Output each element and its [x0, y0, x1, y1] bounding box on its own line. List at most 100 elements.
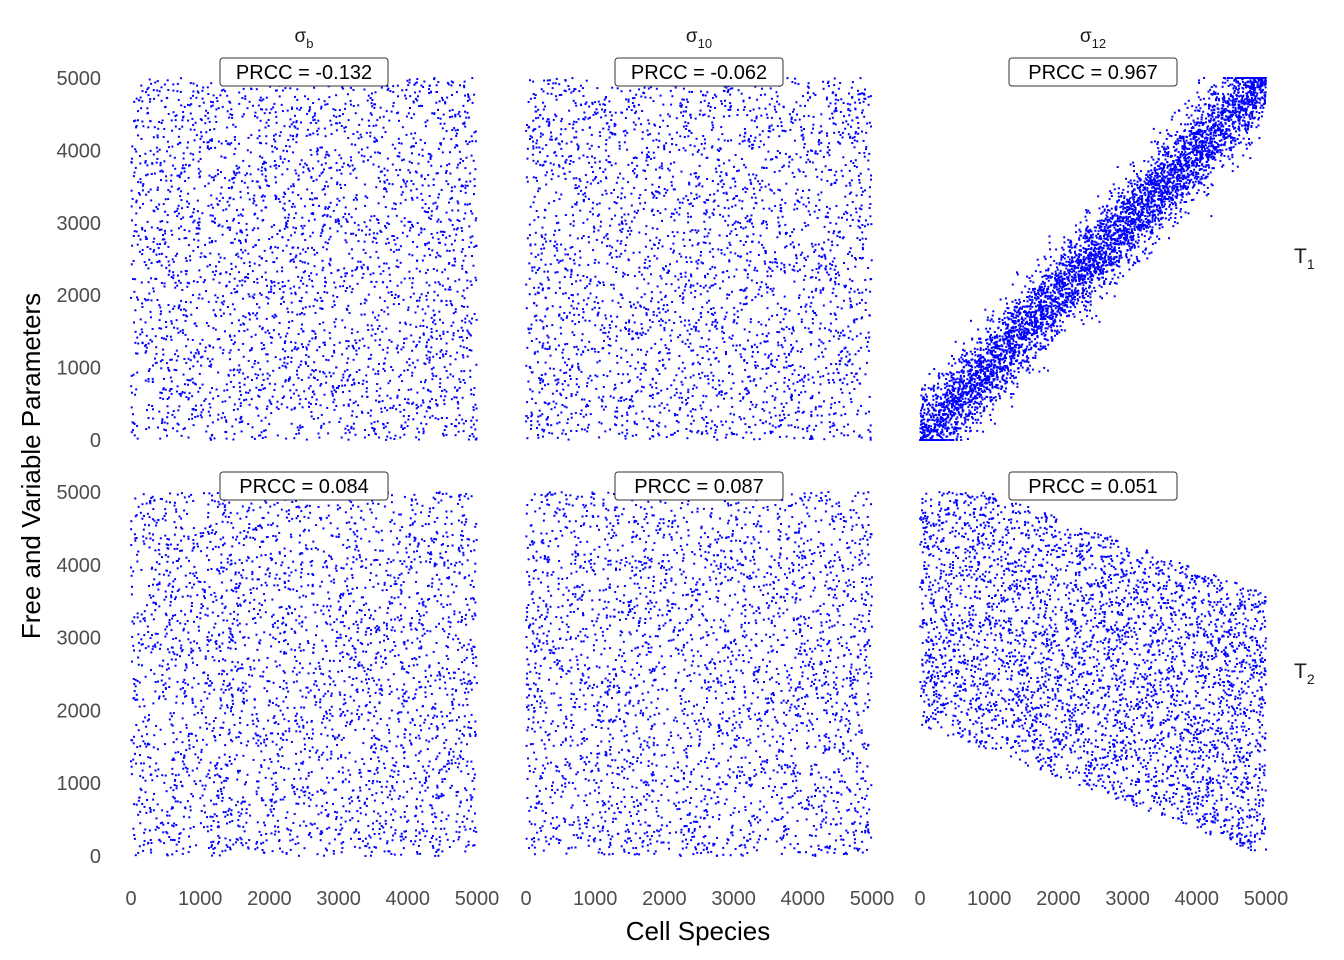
data-point — [820, 178, 823, 181]
data-point — [565, 397, 568, 399]
data-point — [278, 165, 281, 168]
data-point — [396, 259, 399, 262]
data-point — [858, 367, 861, 370]
data-point — [560, 120, 563, 123]
data-point — [745, 295, 748, 298]
column-header-sub: 12 — [1092, 36, 1106, 51]
data-point — [291, 349, 294, 352]
data-point — [599, 180, 602, 183]
data-point — [150, 173, 153, 175]
data-point — [350, 248, 353, 251]
data-point — [149, 310, 152, 313]
data-point — [290, 301, 293, 304]
data-point — [780, 344, 783, 347]
data-point — [606, 245, 608, 248]
data-point — [814, 243, 817, 246]
data-point — [739, 399, 742, 402]
data-point — [831, 112, 834, 115]
data-point — [526, 147, 529, 150]
data-point — [186, 285, 189, 288]
data-point — [841, 136, 844, 139]
data-point — [620, 252, 623, 255]
data-point — [532, 119, 535, 122]
data-point — [134, 148, 137, 151]
data-point — [731, 421, 734, 424]
data-point — [670, 215, 673, 218]
data-point — [705, 344, 708, 347]
data-point — [303, 224, 306, 227]
data-point — [339, 183, 342, 186]
data-point — [441, 96, 443, 99]
data-point — [215, 108, 218, 111]
data-point — [870, 259, 873, 262]
column-header-base: σ — [1080, 26, 1092, 47]
data-point — [412, 241, 414, 243]
data-point — [848, 92, 850, 95]
data-point — [255, 88, 258, 91]
data-point — [867, 428, 870, 431]
data-point — [325, 381, 328, 384]
data-point — [456, 389, 458, 392]
data-point — [869, 278, 872, 281]
data-point — [285, 244, 288, 247]
data-point — [542, 430, 545, 433]
data-point — [596, 214, 599, 217]
data-point — [304, 261, 306, 264]
data-point — [192, 153, 195, 156]
data-point — [163, 337, 165, 340]
data-point — [192, 90, 195, 93]
data-point — [273, 134, 275, 137]
data-point — [187, 338, 190, 341]
data-point — [180, 199, 183, 201]
data-point — [711, 248, 714, 251]
data-point — [804, 374, 807, 377]
data-point — [747, 390, 750, 393]
data-point — [209, 437, 212, 440]
data-point — [549, 240, 552, 243]
data-point — [850, 287, 852, 290]
data-point — [149, 120, 152, 123]
data-point — [223, 416, 226, 419]
data-point — [158, 319, 161, 322]
data-point — [409, 323, 412, 326]
data-point — [809, 213, 811, 216]
data-point — [355, 267, 358, 270]
data-point — [354, 143, 357, 146]
data-point — [270, 403, 273, 405]
data-point — [790, 332, 793, 335]
data-point — [175, 319, 178, 322]
data-point — [462, 422, 465, 425]
data-point — [132, 373, 135, 376]
data-point — [769, 130, 772, 133]
data-point — [342, 162, 345, 165]
data-point — [868, 121, 871, 124]
data-point — [213, 437, 216, 440]
data-point — [386, 85, 389, 88]
data-point — [707, 382, 710, 385]
data-point — [404, 198, 407, 201]
data-point — [602, 374, 605, 377]
x-tick-label: 3000 — [1105, 888, 1150, 910]
data-point — [608, 337, 611, 340]
data-point — [532, 147, 535, 150]
data-point — [238, 171, 241, 174]
data-point — [681, 370, 684, 373]
data-point — [470, 426, 473, 429]
data-point — [729, 87, 732, 90]
data-point — [376, 119, 379, 122]
data-point — [605, 234, 608, 237]
data-point — [237, 319, 240, 322]
data-point — [448, 262, 451, 264]
data-point — [725, 174, 728, 176]
data-point — [402, 178, 405, 181]
data-point — [329, 235, 332, 238]
data-point — [550, 131, 552, 134]
data-point — [247, 136, 250, 139]
data-point — [280, 302, 282, 305]
data-point — [684, 271, 687, 274]
data-point — [677, 198, 680, 201]
data-point — [769, 275, 772, 278]
data-point — [264, 126, 267, 129]
data-point — [265, 278, 268, 281]
data-point — [178, 187, 181, 190]
